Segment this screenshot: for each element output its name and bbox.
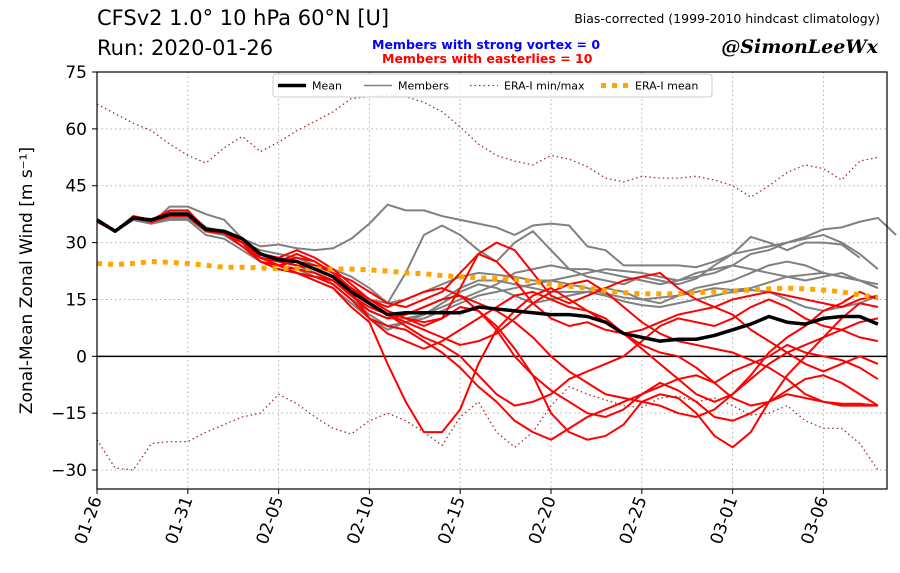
series-m15-line [96, 215, 878, 407]
x-tick-label: 02-05 [253, 494, 289, 547]
series-era-i-min-line [96, 385, 879, 471]
author-credit: @SimonLeeWx [721, 36, 878, 58]
series-era-i-max-line [96, 94, 879, 198]
y-tick-label: 30 [65, 234, 87, 254]
legend: Mean Members ERA-I min/max ERA-I mean [272, 73, 713, 98]
y-tick-label: 45 [65, 177, 87, 197]
y-tick-label: −30 [51, 461, 87, 481]
series-mean-line [96, 212, 879, 343]
bias-correction-note: Bias-corrected (1999-2010 hindcast clima… [574, 11, 880, 26]
series-m16-line [96, 215, 879, 407]
x-tick-label: 02-15 [434, 494, 470, 547]
series-m17-line [96, 215, 879, 403]
y-tick-label: 0 [76, 347, 87, 367]
plot-frame [96, 71, 888, 490]
y-tick-label: 60 [65, 120, 87, 140]
chart-title: CFSv2 1.0° 10 hPa 60°N [U] [97, 6, 390, 30]
y-tick-label: 75 [65, 63, 87, 83]
series-m01-line [96, 203, 897, 269]
y-axis-ticks: −30 −15 0 15 30 45 60 75 [51, 63, 97, 481]
x-axis-ticks: 01-26 01-31 02-05 02-10 02-15 02-20 02-25 03-01… [71, 489, 833, 547]
x-tick-label: 02-25 [616, 494, 652, 547]
series-era-i-mean-line [96, 259, 879, 301]
x-tick-label: 02-10 [343, 494, 379, 547]
easterlies-count: Members with easterlies = 10 [382, 51, 593, 66]
strong-vortex-count: Members with strong vortex = 0 [372, 37, 601, 52]
legend-label: Mean [312, 80, 342, 93]
y-tick-label: 15 [65, 290, 87, 310]
legend-label: ERA-I mean [635, 80, 698, 93]
x-tick-label: 01-26 [71, 494, 107, 547]
legend-label: Members [398, 80, 449, 93]
x-tick-label: 03-01 [707, 494, 743, 547]
x-tick-label: 03-06 [797, 494, 833, 547]
legend-label: ERA-I min/max [504, 80, 585, 93]
y-tick-label: −15 [51, 404, 87, 424]
series-layer [96, 94, 897, 471]
run-date-label: Run: 2020-01-26 [97, 36, 274, 60]
axes [96, 71, 888, 490]
series-m13-line [96, 215, 879, 418]
y-axis-label: Zonal-Mean Zonal Wind [m s⁻¹] [17, 147, 37, 414]
x-tick-label: 02-20 [525, 494, 561, 547]
x-tick-label: 01-31 [162, 494, 198, 547]
series-m07-line [96, 218, 879, 331]
